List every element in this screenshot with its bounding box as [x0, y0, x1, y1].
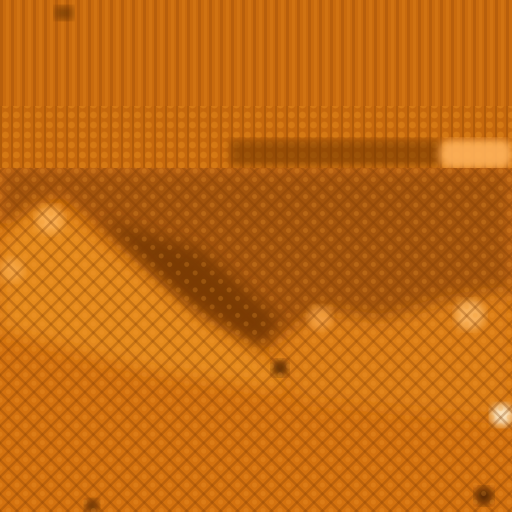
dark-strip [230, 140, 440, 166]
defect [55, 6, 73, 20]
upper-terrace [0, 0, 512, 106]
lower-terrace [0, 168, 512, 512]
bright-spot [440, 140, 512, 168]
atomic-lattice [0, 168, 512, 512]
